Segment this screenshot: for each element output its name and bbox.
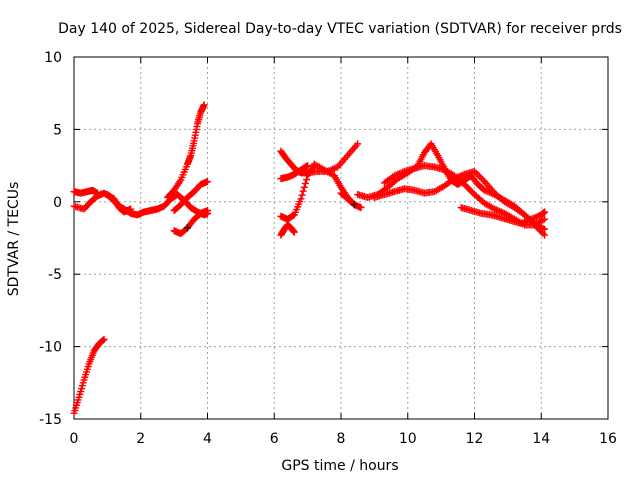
y-tick-label: 5 [53,122,62,138]
y-tick-label: -10 [39,340,62,356]
data-point [357,204,365,212]
y-tick-label: 0 [53,195,62,211]
data-point [127,205,135,213]
series-track-4 [103,191,135,216]
data-points [70,101,549,417]
y-tick-label: 10 [44,50,62,66]
y-tick-label: -15 [39,412,62,428]
data-point [541,225,549,233]
x-tick-label: 4 [203,431,212,447]
x-axis-label: GPS time / hours [281,458,398,474]
data-point [299,187,307,195]
data-point [303,176,311,184]
data-point [541,215,549,223]
x-tick-label: 10 [399,431,417,447]
y-axis-label: SDTVAR / TECUs [6,182,22,297]
data-point [354,140,362,148]
data-point [204,178,211,186]
data-point [297,195,305,203]
data-point [301,179,309,187]
data-point [303,162,311,170]
data-point-dark [183,224,191,232]
series-track-6 [170,206,211,238]
x-tick-label: 2 [136,431,145,447]
x-tick-label: 16 [599,431,617,447]
data-point-dark [350,201,358,209]
x-tick-label: 14 [532,431,550,447]
series-track-1 [70,335,108,417]
data-point [100,335,108,343]
data-point [99,336,107,344]
series-track-7 [170,178,211,214]
data-point [204,206,211,214]
axis-ticks [73,56,609,420]
data-point [304,162,312,170]
data-point [349,200,357,208]
x-tick-label: 6 [270,431,279,447]
data-point [200,101,208,109]
x-tick-labels: 0 2 4 6 8 10 12 14 16 [70,431,617,447]
y-tick-label: -5 [48,267,62,283]
x-tick-label: 8 [337,431,346,447]
series-track-5 [163,101,208,201]
series-track-10 [277,221,298,239]
x-tick-label: 12 [466,431,484,447]
data-point [290,228,298,236]
data-point [300,183,308,191]
data-point [298,191,306,199]
chart-title: Day 140 of 2025, Sidereal Day-to-day VTE… [58,21,622,37]
y-tick-labels: 10 5 0 -5 -10 -15 [39,50,62,428]
grid [74,57,608,419]
series-track-15 [457,204,549,228]
series-track-11 [277,162,312,183]
data-point [541,208,549,216]
x-tick-label: 0 [70,431,79,447]
